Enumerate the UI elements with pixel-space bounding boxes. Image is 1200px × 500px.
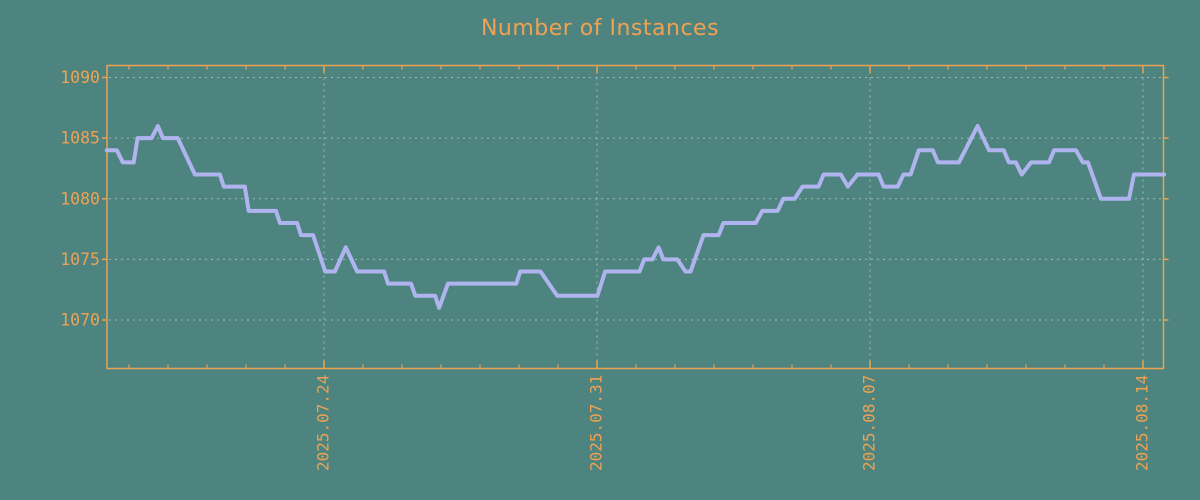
chart-title: Number of Instances [480,16,720,41]
series-line [104,124,1167,310]
x-axis-label: 2025.07.31 [587,375,606,471]
y-axis-label: 1090 [60,68,100,87]
y-axis-label: 1070 [60,311,100,330]
x-axis-label: 2025.08.07 [860,375,879,471]
y-axis-label: 1085 [60,129,100,148]
x-axis-label: 2025.07.24 [314,375,333,471]
x-axis-label: 2025.08.14 [1133,375,1152,471]
y-axis-label: 1080 [60,189,100,208]
y-axis-label: 1075 [60,250,100,269]
plot-frame [106,64,1165,370]
